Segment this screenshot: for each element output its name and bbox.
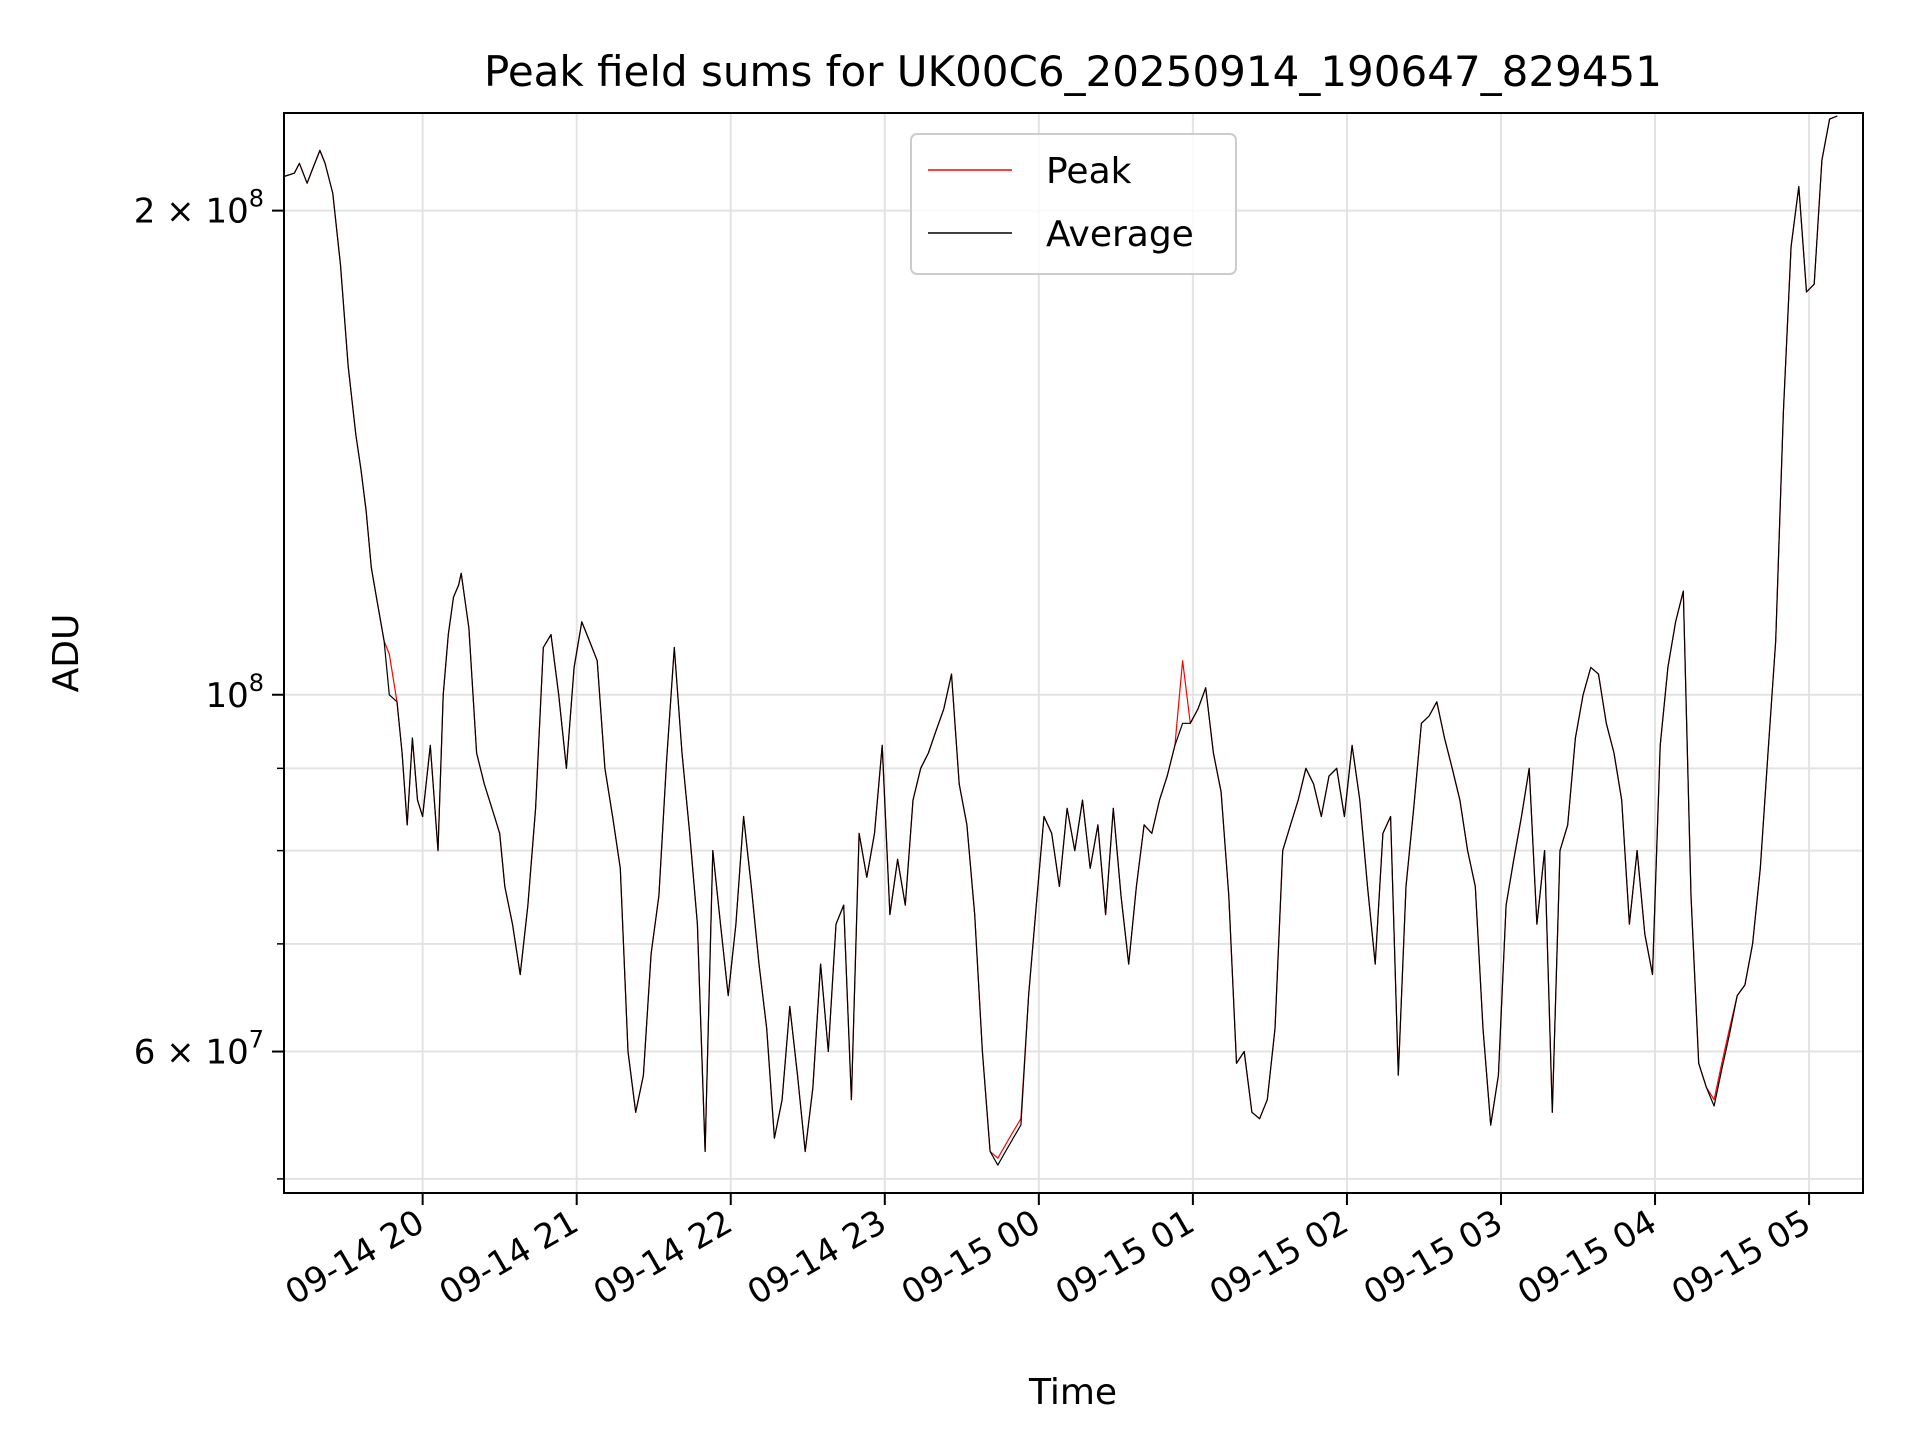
series-group bbox=[283, 115, 1838, 1166]
y-tick-label: 6 × 107 bbox=[134, 1026, 264, 1073]
legend-label-average: Average bbox=[1046, 214, 1194, 255]
y-axis-label: ADU bbox=[46, 614, 87, 693]
y-tick-label: 2 × 108 bbox=[134, 185, 264, 232]
legend-box bbox=[910, 133, 1237, 275]
grid bbox=[284, 113, 1863, 1193]
plot-frame bbox=[283, 112, 1864, 1194]
chart-title: Peak field sums for UK00C6_20250914_1906… bbox=[484, 47, 1662, 96]
legend-label-peak: Peak bbox=[1046, 151, 1132, 192]
x-axis-label: Time bbox=[1028, 1372, 1117, 1413]
y-tick-label: 108 bbox=[205, 669, 264, 716]
series-line-average bbox=[283, 115, 1838, 1166]
legend: Peak Average bbox=[910, 133, 1237, 275]
